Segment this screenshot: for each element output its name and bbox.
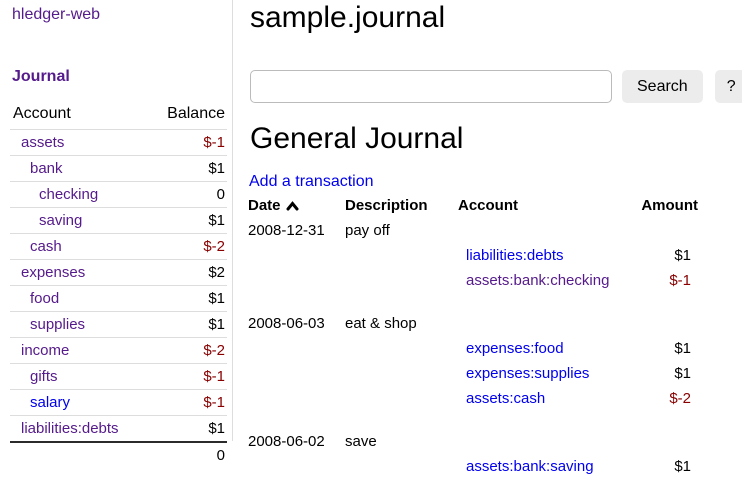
account-row: expenses $2 (10, 259, 227, 286)
account-row: supplies $1 (10, 311, 227, 338)
posting-account-link[interactable]: assets:bank:checking (466, 272, 610, 289)
posting-amount: $1 (674, 365, 691, 382)
transaction-spacer-row (248, 293, 700, 311)
register-table-header: Date Description Account Amount (248, 193, 700, 218)
account-link-liabilities-debts[interactable]: liabilities:debts (21, 420, 119, 437)
account-balance: $-2 (147, 233, 227, 260)
transaction-title-row: 2008-06-03 eat & shop (248, 311, 700, 336)
posting-account-link[interactable]: assets:cash (466, 390, 546, 407)
posting-amount: $1 (674, 247, 691, 264)
transaction-title-row: 2008-06-02 save (248, 429, 700, 454)
sidebar: hledger-web Journal Account Balance asse… (0, 0, 233, 468)
posting-account-link[interactable]: assets:bank:saving (466, 458, 594, 475)
account-link-salary[interactable]: salary (30, 394, 71, 411)
account-link-bank[interactable]: bank (30, 160, 63, 177)
account-row: gifts $-1 (10, 363, 227, 390)
add-transaction-link[interactable]: Add a transaction (249, 173, 374, 190)
transaction-spacer-row (248, 411, 700, 429)
account-row: checking 0 (10, 181, 227, 208)
transaction-date: 2008-06-03 (248, 315, 325, 332)
account-balance: $-1 (147, 129, 227, 156)
chevron-up-icon (286, 201, 299, 211)
search-input[interactable] (250, 70, 612, 103)
sidebar-item-journal[interactable]: Journal (12, 68, 70, 85)
account-column-header: Account (458, 197, 518, 214)
account-column-header: Account (13, 105, 71, 122)
account-balance: $1 (147, 207, 227, 234)
transaction-date: 2008-06-02 (248, 433, 325, 450)
account-link-expenses[interactable]: expenses (21, 264, 86, 281)
account-balance: $1 (147, 311, 227, 338)
section-title: General Journal (250, 122, 464, 155)
account-link-checking[interactable]: checking (39, 186, 99, 203)
account-balance: $-2 (147, 337, 227, 364)
transaction-description: pay off (345, 222, 390, 239)
page-title: sample.journal (250, 1, 446, 34)
account-row: salary $-1 (10, 389, 227, 416)
app-title-link[interactable]: hledger-web (12, 6, 101, 23)
account-row: income $-2 (10, 337, 227, 364)
posting-row: assets:bank:saving $1 (248, 454, 700, 479)
account-link-gifts[interactable]: gifts (30, 368, 58, 385)
account-balance: $1 (147, 415, 227, 442)
posting-row: expenses:food $1 (248, 336, 700, 361)
transaction-description: save (345, 433, 377, 450)
account-balance: $2 (147, 259, 227, 286)
account-link-supplies[interactable]: supplies (30, 316, 86, 333)
account-link-food[interactable]: food (30, 290, 60, 307)
posting-amount: $-2 (669, 390, 691, 407)
accounts-balance-table: Account Balance assets $-1 bank $1 check… (10, 100, 227, 468)
account-balance: $-1 (147, 363, 227, 390)
balance-column-header: Balance (167, 105, 225, 122)
account-row: food $1 (10, 285, 227, 312)
account-balance: $-1 (147, 389, 227, 416)
account-row: cash $-2 (10, 233, 227, 260)
account-row: saving $1 (10, 207, 227, 234)
posting-amount: $-1 (669, 272, 691, 289)
posting-row: assets:bank:checking $-1 (248, 268, 700, 293)
general-journal-table: Date Description Account Amount 2008-12-… (248, 193, 700, 481)
accounts-total-row: 0 (10, 441, 227, 468)
posting-row: assets:cash $-2 (248, 386, 700, 411)
posting-account-link[interactable]: liabilities:debts (466, 247, 564, 264)
account-balance: $1 (147, 155, 227, 182)
posting-amount: $1 (674, 340, 691, 357)
transaction-title-row: 2008-12-31 pay off (248, 218, 700, 243)
account-row: assets $-1 (10, 129, 227, 156)
posting-account-link[interactable]: expenses:food (466, 340, 564, 357)
accounts-total-balance: 0 (147, 441, 227, 468)
posting-amount: $1 (674, 458, 691, 475)
search-help-button[interactable]: ? (714, 70, 742, 103)
transaction-description: eat & shop (345, 315, 417, 332)
posting-row: liabilities:debts $1 (248, 243, 700, 268)
amount-column-header: Amount (641, 197, 698, 214)
account-balance: 0 (147, 181, 227, 208)
transaction-date: 2008-12-31 (248, 222, 325, 239)
account-link-income[interactable]: income (21, 342, 70, 359)
account-row: bank $1 (10, 155, 227, 182)
account-row: liabilities:debts $1 (10, 415, 227, 442)
date-sort-header[interactable]: Date (248, 193, 345, 218)
account-balance: $1 (147, 285, 227, 312)
account-link-saving[interactable]: saving (39, 212, 83, 229)
account-link-cash[interactable]: cash (30, 238, 62, 255)
account-link-assets[interactable]: assets (21, 134, 65, 151)
posting-row: expenses:supplies $1 (248, 361, 700, 386)
search-button[interactable]: Search (622, 70, 703, 103)
posting-account-link[interactable]: expenses:supplies (466, 365, 590, 382)
search-form: Search ? (250, 70, 742, 103)
description-column-header: Description (345, 197, 428, 214)
date-column-header: Date (248, 197, 281, 214)
accounts-table-header: Account Balance (10, 100, 227, 130)
